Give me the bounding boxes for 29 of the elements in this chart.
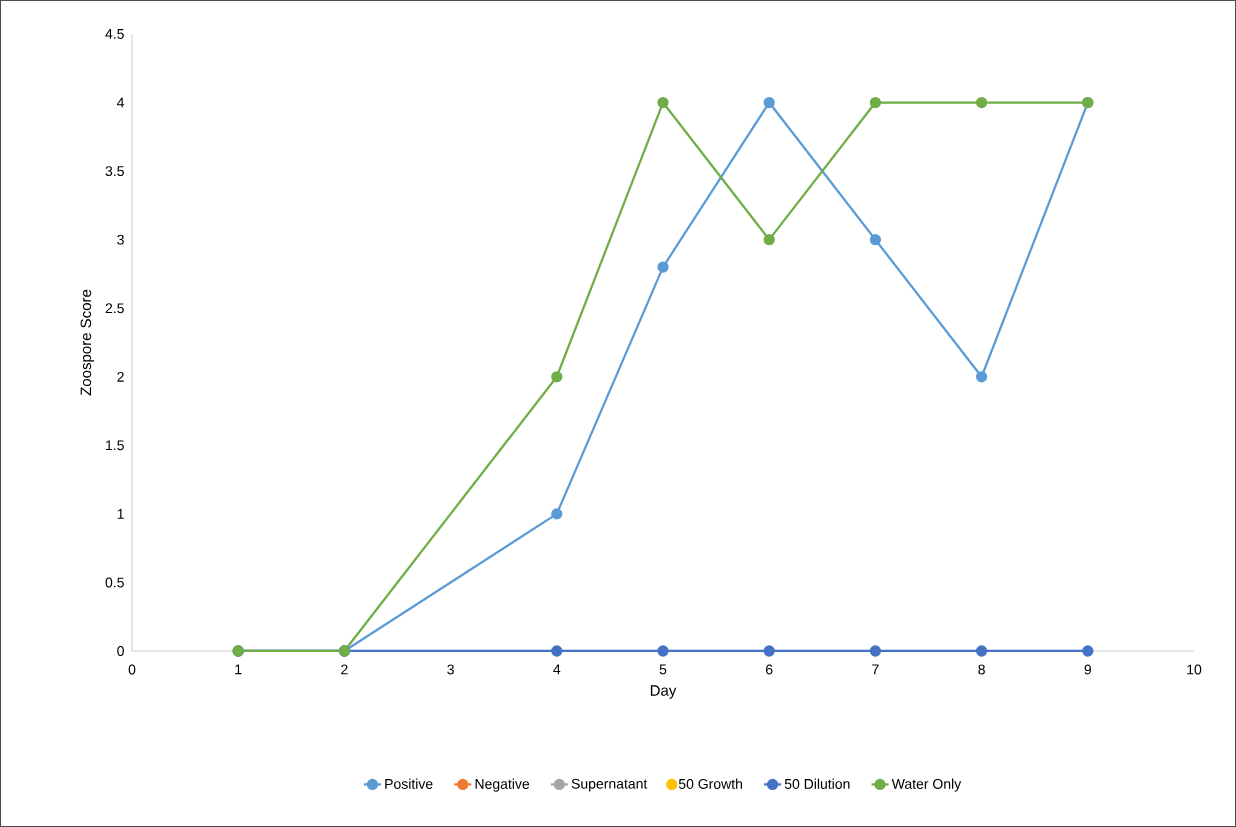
x-tick-label: 5 [659,664,667,675]
x-tick-label: 2 [341,664,348,675]
x-axis-title: Day [650,685,677,699]
y-tick-label: 1 [117,509,124,519]
legend-label: Positive [385,778,433,789]
y-tick-label: 3.5 [105,166,124,177]
y-tick-label: 0 [117,646,124,656]
legend-label: 50 Dilution [784,778,850,789]
x-tick-label: 1 [235,664,242,675]
y-axis-title: Zoospore Score [80,289,95,396]
x-tick-label: 9 [1084,664,1092,675]
x-tick-label: 0 [128,664,136,675]
y-tick-label: 1.5 [106,440,124,451]
y-tick-label: 3 [117,234,124,245]
x-tick-label: 10 [1187,664,1202,675]
legend-label: Water Only [891,778,962,792]
legend-label: Supernatant [571,778,648,792]
legend-label: 50 Growth [678,778,742,789]
x-tick-label: 8 [978,664,985,675]
x-tick-label: 3 [447,664,454,675]
y-tick-label: 4.5 [105,29,124,39]
y-tick-label: 2 [117,371,124,382]
y-tick-label: 0.5 [105,577,124,588]
x-tick-label: 7 [872,664,879,675]
y-tick-label: 4 [117,97,125,108]
y-tick-label: 2.5 [105,303,124,314]
x-tick-label: 6 [766,664,773,675]
x-tick-label: 4 [553,664,561,675]
legend-label: Negative [475,778,530,792]
